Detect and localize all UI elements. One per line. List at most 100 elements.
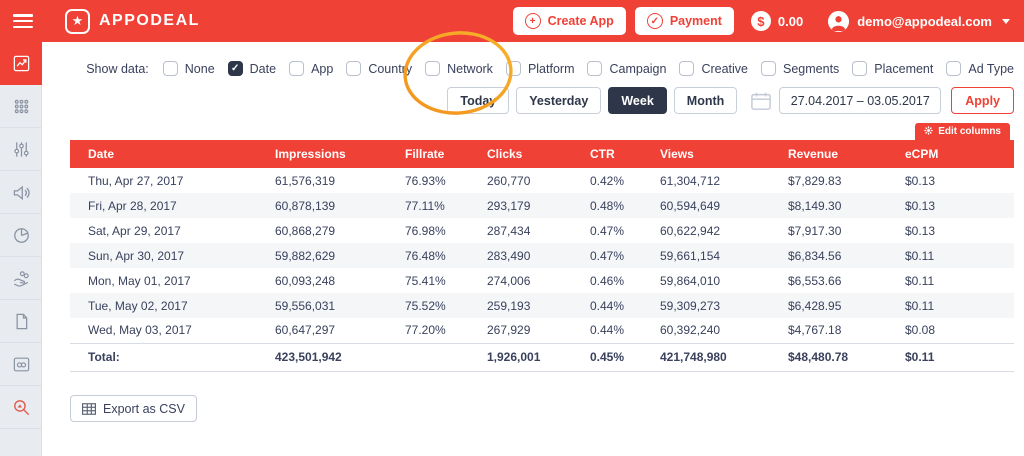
brand-logo[interactable]: ★ APPODEAL — [65, 8, 200, 34]
checkbox-icon — [289, 61, 305, 76]
cell-ecpm: $0.13 — [905, 198, 936, 213]
cell-views: 60,392,240 — [660, 323, 721, 338]
edit-columns-button[interactable]: Edit columns — [915, 123, 1010, 140]
cell-views: 61,304,712 — [660, 173, 721, 188]
cell-revenue: $8,149.30 — [788, 198, 842, 213]
balance[interactable]: $ 0.00 — [750, 11, 803, 31]
search-chart-icon — [12, 398, 31, 417]
table-row: Wed, May 03, 2017 60,647,297 77.20% 267,929… — [70, 318, 1014, 343]
cell-ctr: 0.47% — [590, 223, 625, 238]
show-data-checkbox-creative[interactable]: Creative — [679, 61, 748, 76]
cell-fillrate: 77.11% — [405, 198, 445, 213]
checkbox-icon — [587, 61, 603, 76]
cell-ctr: 0.47% — [590, 248, 625, 263]
total-cell-fillrate — [405, 342, 487, 372]
show-data-checkbox-campaign[interactable]: Campaign — [587, 61, 666, 76]
hamburger-menu-icon[interactable] — [13, 14, 33, 28]
payment-button[interactable]: ✓ Payment — [634, 7, 734, 35]
show-data-checkbox-placement[interactable]: Placement — [852, 61, 933, 76]
show-data-checkbox-date[interactable]: ✓ Date — [227, 61, 277, 76]
total-cell-impressions: 423,501,942 — [275, 342, 405, 372]
show-data-checkbox-app[interactable]: App — [289, 61, 333, 76]
pie-chart-icon — [12, 226, 31, 245]
preset-button-week[interactable]: Week — [608, 87, 667, 114]
document-icon — [12, 312, 31, 331]
cell-views: 59,309,273 — [660, 298, 721, 313]
dollar-icon: $ — [750, 11, 771, 31]
checkbox-label: Platform — [527, 61, 575, 76]
total-cell-date: Total: — [70, 342, 275, 372]
checkbox-label: Ad Type — [968, 61, 1014, 76]
cell-clicks: 293,179 — [487, 198, 531, 213]
date-range-input[interactable] — [779, 87, 942, 114]
account-menu[interactable]: demo@appodeal.com — [828, 10, 1010, 32]
show-data-label: Show data: — [86, 61, 149, 76]
cell-impressions: 60,647,297 — [275, 323, 336, 338]
apply-button[interactable]: Apply — [951, 87, 1014, 114]
calendar-icon[interactable] — [750, 91, 772, 111]
window-link-icon — [12, 355, 31, 374]
cell-ecpm: $0.08 — [905, 323, 936, 338]
cell-clicks: 259,193 — [487, 298, 531, 313]
table-row: Tue, May 02, 2017 59,556,031 75.52% 259,193… — [70, 293, 1014, 318]
show-data-checkbox-platform[interactable]: Platform — [505, 61, 575, 76]
checkbox-label: Date — [249, 61, 277, 76]
sidebar-item-search-chart[interactable] — [0, 386, 42, 429]
table-row: Thu, Apr 27, 2017 61,576,319 76.93% 260,770… — [70, 168, 1014, 193]
cell-ecpm: $0.11 — [905, 248, 935, 263]
export-csv-label: Export as CSV — [103, 401, 185, 416]
brand-name: APPODEAL — [99, 12, 200, 29]
checkbox-label: Network — [447, 61, 493, 76]
cell-fillrate: 76.98% — [405, 223, 446, 238]
cell-date: Wed, May 03, 2017 — [88, 323, 192, 338]
column-header-views: Views — [660, 140, 788, 168]
sidebar-item-apps-grid[interactable] — [0, 85, 42, 128]
create-app-button[interactable]: + Create App — [512, 7, 626, 35]
table-row: Sun, Apr 30, 2017 59,882,629 76.48% 283,490… — [70, 243, 1014, 268]
cell-views: 60,622,942 — [660, 223, 721, 238]
cell-clicks: 283,490 — [487, 248, 531, 263]
preset-button-today[interactable]: Today — [447, 87, 510, 114]
show-data-checkbox-network[interactable]: Network — [425, 61, 493, 76]
cell-revenue: $7,917.30 — [788, 223, 842, 238]
preset-button-yesterday[interactable]: Yesterday — [516, 87, 602, 114]
sidebar-item-document[interactable] — [0, 300, 42, 343]
checkbox-icon — [346, 61, 362, 76]
gear-icon — [924, 125, 933, 138]
sliders-icon — [12, 140, 31, 159]
cell-revenue: $7,829.83 — [788, 173, 842, 188]
sidebar-item-window-link[interactable] — [0, 343, 42, 386]
hand-coins-icon — [12, 269, 31, 288]
sidebar-item-sliders[interactable] — [0, 128, 42, 171]
sidebar-item-hand-coins[interactable] — [0, 257, 42, 300]
line-chart-icon — [12, 54, 31, 73]
cell-date: Sat, Apr 29, 2017 — [88, 223, 181, 238]
show-data-checkbox-country[interactable]: Country — [346, 61, 412, 76]
total-cell-ctr: 0.45% — [590, 342, 660, 372]
sidebar — [0, 42, 42, 456]
show-data-checkbox-segments[interactable]: Segments — [761, 61, 839, 76]
sidebar-item-line-chart[interactable] — [0, 42, 42, 85]
cell-ctr: 0.42% — [590, 173, 625, 188]
sidebar-item-megaphone[interactable] — [0, 171, 42, 214]
cell-date: Tue, May 02, 2017 — [88, 298, 188, 313]
cell-impressions: 60,868,279 — [275, 223, 336, 238]
cell-ecpm: $0.11 — [905, 298, 935, 313]
table-row: Fri, Apr 28, 2017 60,878,139 77.11% 293,179… — [70, 193, 1014, 218]
cell-date: Sun, Apr 30, 2017 — [88, 248, 185, 263]
cell-fillrate: 75.52% — [405, 298, 446, 313]
checkbox-icon — [425, 61, 441, 76]
sidebar-item-pie-chart[interactable] — [0, 214, 42, 257]
checkbox-label: App — [311, 61, 334, 76]
cell-fillrate: 77.20% — [405, 323, 446, 338]
show-data-checkbox-ad-type[interactable]: Ad Type — [946, 61, 1014, 76]
checkbox-checked-icon: ✓ — [227, 61, 243, 76]
table-total-row: Total: 423,501,942 1,926,001 0.45% 421,748,9… — [70, 342, 1014, 372]
plus-circle-icon: + — [524, 13, 541, 29]
show-data-checkbox-none[interactable]: None — [162, 61, 215, 76]
export-csv-button[interactable]: Export as CSV — [70, 395, 197, 422]
checkbox-icon — [679, 61, 695, 76]
preset-button-month[interactable]: Month — [673, 87, 738, 114]
create-app-label: Create App — [547, 14, 614, 28]
